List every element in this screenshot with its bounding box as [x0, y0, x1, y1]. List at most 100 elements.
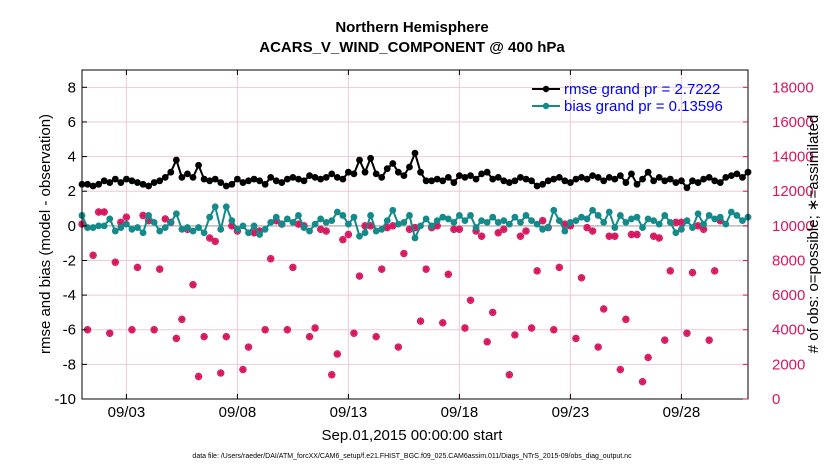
x-tick-label: 09/28	[663, 404, 701, 421]
obs-assimilated-point	[688, 268, 697, 277]
bias-point	[272, 213, 280, 221]
y2-axis-label: # of obs: o=possible; ∗=assimilated	[805, 115, 822, 354]
rmse-point	[739, 173, 746, 181]
y2-tick-label: 2000	[772, 356, 805, 373]
obs-assimilated-point	[583, 223, 591, 232]
rmse-point	[539, 180, 547, 188]
rmse-point	[428, 177, 436, 185]
rmse-point	[528, 177, 535, 185]
bias-point	[128, 225, 136, 233]
bias-point	[222, 203, 230, 211]
obs-assimilated-point	[372, 333, 380, 341]
obs-assimilated-point	[455, 225, 463, 233]
obs-assimilated-point	[272, 217, 280, 225]
bias-point	[650, 217, 658, 225]
obs-assimilated-point	[650, 232, 658, 240]
rmse-point	[150, 179, 158, 186]
footer-data-file: data file: /Users/raeder/DAI/ATM_forcXX/…	[192, 453, 632, 460]
rmse-point	[733, 170, 741, 178]
obs-assimilated-point	[666, 267, 674, 275]
obs-assimilated-point	[394, 343, 402, 351]
bias-point	[378, 225, 386, 233]
y-tick-label: -10	[54, 391, 76, 408]
bias-point	[200, 229, 208, 237]
rmse-point	[661, 177, 669, 185]
rmse-point	[400, 172, 408, 180]
bias-point	[306, 227, 313, 235]
bias-point	[267, 218, 275, 226]
bias-point	[261, 225, 269, 233]
y-tick-label: -6	[63, 322, 76, 339]
legend-bias-label: bias grand pr = 0.13596	[564, 98, 723, 115]
obs-assimilated-point	[500, 225, 508, 233]
rmse-point	[389, 160, 397, 167]
legend-rmse-marker	[542, 85, 550, 93]
bias-point	[578, 213, 585, 221]
x-tick-label: 09/03	[108, 404, 146, 421]
bias-point	[594, 212, 602, 219]
rmse-point	[411, 149, 419, 157]
obs-assimilated-point	[622, 315, 630, 323]
obs-assimilated-point	[672, 218, 680, 226]
rmse-point	[128, 177, 136, 185]
obs-assimilated-point	[716, 217, 724, 225]
rmse-point	[439, 177, 447, 185]
y-axis-label: rmse and bias (model - observation)	[37, 114, 54, 354]
bias-point	[389, 206, 397, 214]
rmse-point	[189, 173, 197, 181]
y2-tick-label: 18000	[772, 79, 814, 96]
bias-point	[89, 224, 97, 231]
rmse-point	[511, 177, 519, 185]
obs-assimilated-point	[150, 326, 158, 334]
rmse-point	[522, 175, 530, 183]
rmse-point	[311, 173, 319, 181]
bias-point	[417, 222, 424, 230]
rmse-point	[322, 173, 330, 181]
rmse-point	[161, 173, 169, 181]
bias-point	[433, 217, 441, 225]
rmse-point	[95, 180, 103, 188]
rmse-point	[350, 170, 358, 178]
bias-point	[439, 213, 447, 221]
obs-assimilated-point	[416, 317, 425, 325]
rmse-point	[644, 168, 652, 176]
rmse-point	[134, 179, 141, 186]
obs-assimilated-point	[594, 343, 602, 351]
bias-point	[456, 212, 463, 219]
bias-point	[722, 220, 730, 228]
bias-point	[727, 208, 735, 216]
bias-point	[206, 213, 214, 221]
obs-assimilated-point	[261, 326, 269, 334]
rmse-point	[228, 180, 236, 188]
obs-assimilated-point	[250, 229, 258, 237]
rmse-point	[672, 179, 680, 186]
obs-assimilated-point	[128, 326, 136, 334]
rmse-point	[406, 163, 413, 171]
rmse-point	[217, 179, 225, 186]
rmse-point	[461, 173, 469, 181]
y2-tick-label: 4000	[772, 322, 805, 339]
rmse-point	[544, 177, 552, 185]
bias-point	[172, 210, 180, 218]
rmse-point	[711, 177, 719, 185]
bias-point	[156, 227, 164, 235]
bias-point	[489, 213, 497, 221]
bias-point	[689, 224, 696, 231]
rmse-point	[572, 175, 580, 183]
y-axis-ticks: -10 -8 -6 -4 -2 0 2 4 6 8	[54, 79, 87, 408]
obs-assimilated-point	[206, 234, 214, 242]
obs-assimilated-point	[117, 218, 125, 226]
bias-point	[628, 215, 635, 223]
obs-assimilated-point	[527, 324, 536, 332]
bias-point	[161, 224, 169, 231]
obs-assimilated-point	[411, 223, 419, 232]
rmse-point	[100, 177, 108, 185]
y-tick-label: 6	[68, 114, 76, 131]
obs-assimilated-point	[605, 232, 613, 240]
obs-assimilated-point	[489, 308, 497, 317]
rmse-point	[417, 168, 424, 176]
obs-assimilated-point	[239, 365, 247, 374]
bias-point	[178, 225, 186, 233]
rmse-point	[583, 175, 591, 183]
bias-point	[411, 234, 419, 242]
